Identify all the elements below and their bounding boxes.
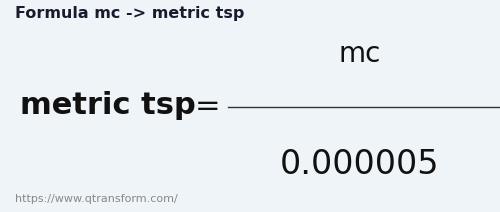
Text: =: = [194,92,220,120]
Text: mc: mc [339,40,381,68]
Text: 0.000005: 0.000005 [280,148,440,181]
Text: metric tsp: metric tsp [20,92,196,120]
Text: Formula mc -> metric tsp: Formula mc -> metric tsp [15,6,244,21]
Text: https://www.qtransform.com/: https://www.qtransform.com/ [15,194,178,204]
